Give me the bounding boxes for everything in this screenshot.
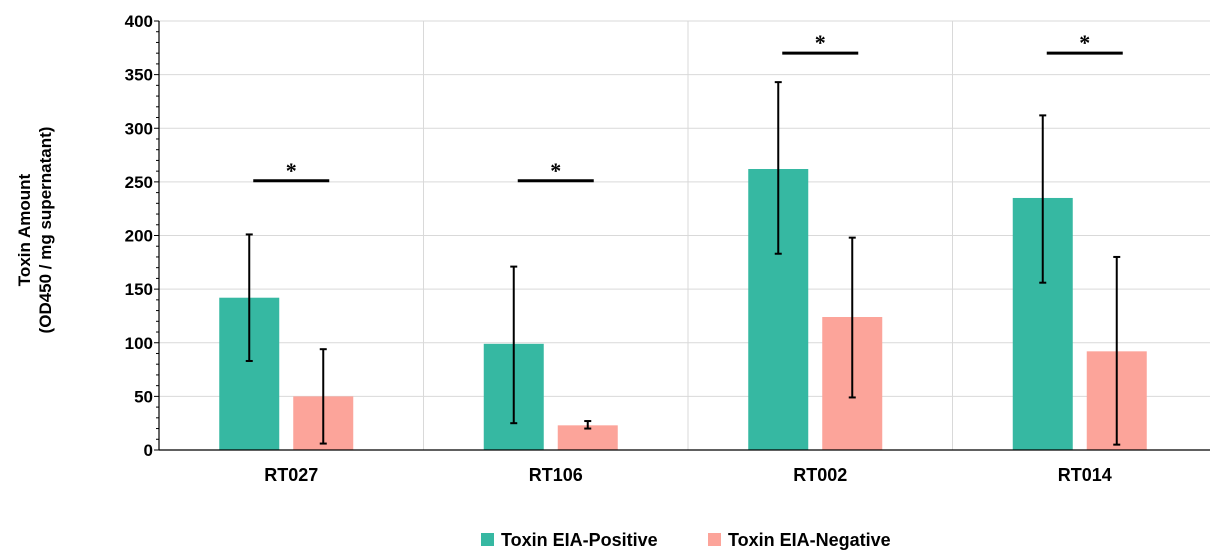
x-tick-label: RT014 bbox=[1058, 465, 1112, 485]
y-axis-title: Toxin Amount bbox=[15, 173, 34, 286]
y-tick-label: 350 bbox=[125, 66, 153, 85]
y-tick-label: 100 bbox=[125, 334, 153, 353]
y-tick-label: 200 bbox=[125, 227, 153, 246]
y-tick-label: 250 bbox=[125, 173, 153, 192]
significance-star: * bbox=[815, 30, 826, 55]
y-axis-subtitle: (OD450 / mg supernatant) bbox=[36, 127, 55, 334]
legend-label: Toxin EIA-Negative bbox=[728, 530, 891, 550]
y-tick-label: 150 bbox=[125, 280, 153, 299]
y-tick-label: 300 bbox=[125, 119, 153, 138]
x-tick-label: RT027 bbox=[264, 465, 318, 485]
significance-star: * bbox=[1079, 30, 1090, 55]
y-tick-label: 50 bbox=[134, 387, 153, 406]
legend-label: Toxin EIA-Positive bbox=[501, 530, 658, 550]
y-tick-label: 0 bbox=[144, 441, 153, 460]
legend-swatch bbox=[708, 533, 721, 546]
y-tick-label: 400 bbox=[125, 12, 153, 31]
x-tick-label: RT106 bbox=[529, 465, 583, 485]
significance-star: * bbox=[286, 158, 297, 183]
x-tick-label: RT002 bbox=[793, 465, 847, 485]
significance-star: * bbox=[550, 158, 561, 183]
legend-swatch bbox=[481, 533, 494, 546]
